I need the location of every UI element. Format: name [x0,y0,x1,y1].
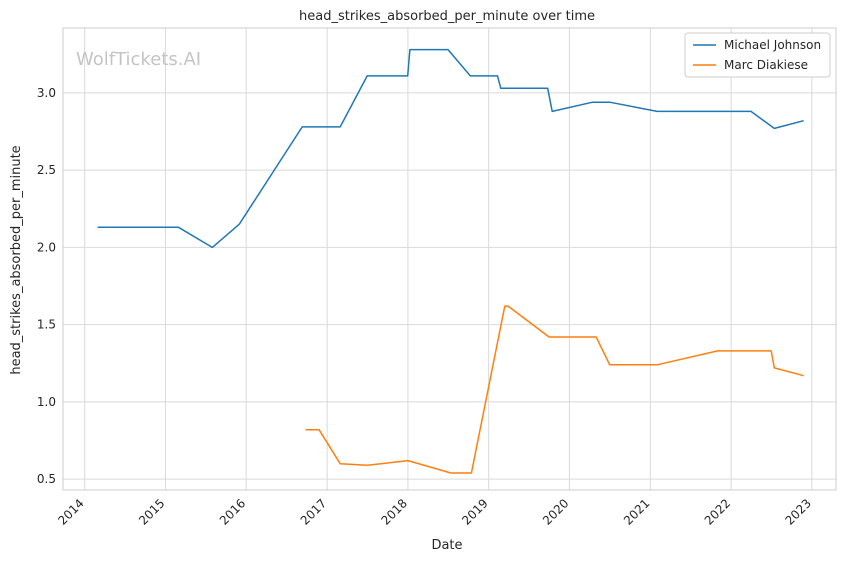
legend-entry: Marc Diakiese [724,58,808,72]
series-layer [97,48,804,474]
x-axis-ticks: 2014 2015 2016 2017 2018 2019 2020 2021 2022 2023 [55,496,814,527]
grid [63,28,836,490]
plot-frame [62,27,837,491]
series-line-marc-diakiese [305,305,804,474]
chart-title: head_strikes_absorbed_per_minute over ti… [299,9,595,24]
y-axis-label: head_strikes_absorbed_per_minute [9,145,24,374]
legend: Michael Johnson Marc Diakiese [684,32,831,78]
series-line-michael-johnson [97,48,804,249]
y-tick-label: 2.0 [37,240,56,254]
y-axis-ticks: 0.5 1.0 1.5 2.0 2.5 3.0 [37,86,56,486]
y-tick-label: 0.5 [37,472,56,486]
watermark: WolfTickets.AI [76,49,201,70]
legend-box [684,32,831,78]
y-tick-label: 2.5 [37,163,56,177]
legend-entry: Michael Johnson [724,38,821,52]
y-tick-label: 1.5 [37,318,56,332]
y-tick-label: 1.0 [37,395,56,409]
x-axis-label: Date [431,538,462,553]
y-tick-label: 3.0 [37,86,56,100]
